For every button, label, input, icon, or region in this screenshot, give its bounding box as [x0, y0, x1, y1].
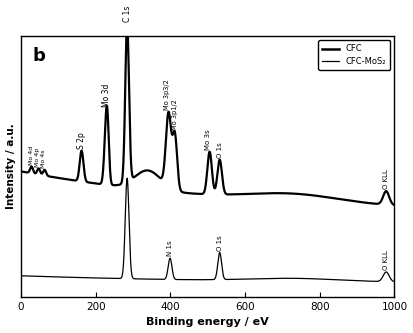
- Text: C 1s: C 1s: [123, 5, 132, 22]
- Text: O KLL: O KLL: [383, 250, 389, 270]
- Text: Mo 3p3/2: Mo 3p3/2: [164, 79, 171, 110]
- Text: Mo 4d: Mo 4d: [29, 146, 34, 165]
- X-axis label: Binding energy / eV: Binding energy / eV: [146, 317, 269, 327]
- Text: Mo 4s: Mo 4s: [41, 150, 46, 168]
- Text: Mo 3p1/2: Mo 3p1/2: [172, 99, 178, 130]
- Text: N 1s: N 1s: [167, 241, 173, 256]
- Text: O KLL: O KLL: [383, 169, 389, 189]
- Text: O 1s: O 1s: [217, 142, 223, 158]
- Text: Mo 3d: Mo 3d: [102, 84, 111, 107]
- Text: O 1s: O 1s: [217, 235, 223, 251]
- Y-axis label: Intensity / a.u.: Intensity / a.u.: [5, 124, 16, 209]
- Text: b: b: [32, 47, 45, 65]
- Legend: CFC, CFC-MoS₂: CFC, CFC-MoS₂: [318, 40, 390, 70]
- Text: Mo 4p: Mo 4p: [36, 147, 40, 166]
- Text: S 2p: S 2p: [77, 132, 86, 149]
- Text: Mo 3s: Mo 3s: [206, 129, 211, 150]
